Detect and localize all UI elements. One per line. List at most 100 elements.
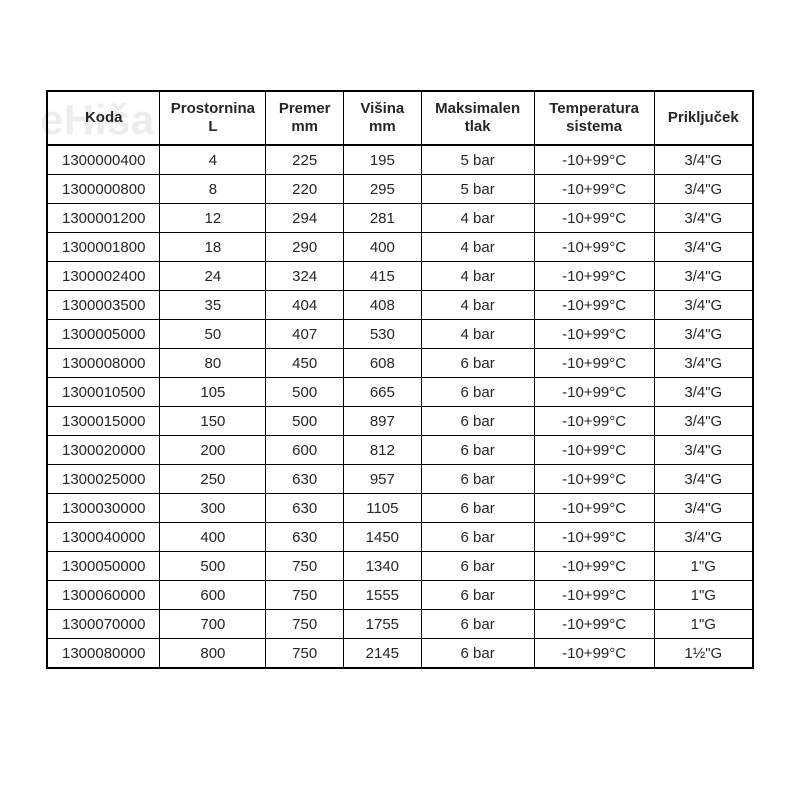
table-cell: 1300005000 xyxy=(47,320,160,349)
table-cell: -10+99°C xyxy=(534,233,654,262)
table-cell: 630 xyxy=(266,494,344,523)
table-cell: 408 xyxy=(344,291,422,320)
table-cell: 608 xyxy=(344,349,422,378)
table-cell: 1300030000 xyxy=(47,494,160,523)
table-cell: 404 xyxy=(266,291,344,320)
table-cell: 5 bar xyxy=(421,175,534,204)
table-cell: 300 xyxy=(160,494,266,523)
table-cell: 1300020000 xyxy=(47,436,160,465)
table-cell: 1½"G xyxy=(654,639,753,669)
table-cell: 3/4"G xyxy=(654,349,753,378)
table-cell: -10+99°C xyxy=(534,523,654,552)
table-cell: -10+99°C xyxy=(534,262,654,291)
table-cell: 6 bar xyxy=(421,523,534,552)
table-cell: 750 xyxy=(266,581,344,610)
table-cell: -10+99°C xyxy=(534,320,654,349)
table-cell: 3/4"G xyxy=(654,204,753,233)
table-cell: 812 xyxy=(344,436,422,465)
table-cell: 4 bar xyxy=(421,262,534,291)
table-cell: 1"G xyxy=(654,581,753,610)
table-cell: -10+99°C xyxy=(534,291,654,320)
table-cell: -10+99°C xyxy=(534,436,654,465)
table-row: 130000040042251955 bar-10+99°C3/4"G xyxy=(47,145,753,175)
table-cell: 3/4"G xyxy=(654,378,753,407)
table-cell: 500 xyxy=(266,378,344,407)
table-cell: 1340 xyxy=(344,552,422,581)
table-cell: -10+99°C xyxy=(534,407,654,436)
table-row: 130003000030063011056 bar-10+99°C3/4"G xyxy=(47,494,753,523)
table-cell: 1300001200 xyxy=(47,204,160,233)
table-cell: 400 xyxy=(344,233,422,262)
table-cell: 665 xyxy=(344,378,422,407)
table-cell: 6 bar xyxy=(421,610,534,639)
table-row: 13000150001505008976 bar-10+99°C3/4"G xyxy=(47,407,753,436)
table-cell: 750 xyxy=(266,639,344,669)
table-cell: 3/4"G xyxy=(654,320,753,349)
table-row: 13000105001055006656 bar-10+99°C3/4"G xyxy=(47,378,753,407)
table-cell: 407 xyxy=(266,320,344,349)
table-cell: 324 xyxy=(266,262,344,291)
table-cell: -10+99°C xyxy=(534,639,654,669)
table-row: 130005000050075013406 bar-10+99°C1"G xyxy=(47,552,753,581)
table-cell: 4 bar xyxy=(421,204,534,233)
table-cell: 1300070000 xyxy=(47,610,160,639)
col-header-2: Premermm xyxy=(266,91,344,145)
table-row: 130006000060075015556 bar-10+99°C1"G xyxy=(47,581,753,610)
spec-table-head: KodaProstorninaLPremermmVišinammMaksimal… xyxy=(47,91,753,145)
table-cell: 1300001800 xyxy=(47,233,160,262)
table-cell: 18 xyxy=(160,233,266,262)
table-cell: 530 xyxy=(344,320,422,349)
table-cell: 3/4"G xyxy=(654,436,753,465)
table-cell: 3/4"G xyxy=(654,291,753,320)
col-header-5: Temperaturasistema xyxy=(534,91,654,145)
table-cell: 6 bar xyxy=(421,494,534,523)
col-header-label: Koda xyxy=(48,109,159,127)
table-cell: 1300003500 xyxy=(47,291,160,320)
table-cell: -10+99°C xyxy=(534,175,654,204)
table-cell: 6 bar xyxy=(421,378,534,407)
table-cell: 6 bar xyxy=(421,465,534,494)
col-header-0: Koda xyxy=(47,91,160,145)
table-cell: 1"G xyxy=(654,610,753,639)
table-row: 1300002400243244154 bar-10+99°C3/4"G xyxy=(47,262,753,291)
table-cell: 957 xyxy=(344,465,422,494)
table-row: 130004000040063014506 bar-10+99°C3/4"G xyxy=(47,523,753,552)
table-cell: 1450 xyxy=(344,523,422,552)
table-cell: 1300050000 xyxy=(47,552,160,581)
col-header-1: ProstorninaL xyxy=(160,91,266,145)
table-cell: 250 xyxy=(160,465,266,494)
table-cell: 400 xyxy=(160,523,266,552)
table-row: 130008000080075021456 bar-10+99°C1½"G xyxy=(47,639,753,669)
table-cell: 35 xyxy=(160,291,266,320)
table-cell: 281 xyxy=(344,204,422,233)
table-cell: 294 xyxy=(266,204,344,233)
spec-table: KodaProstorninaLPremermmVišinammMaksimal… xyxy=(46,90,754,669)
table-row: 130000080082202955 bar-10+99°C3/4"G xyxy=(47,175,753,204)
table-cell: 1555 xyxy=(344,581,422,610)
table-cell: 6 bar xyxy=(421,552,534,581)
table-cell: 500 xyxy=(266,407,344,436)
col-header-label: Temperatura xyxy=(535,100,654,118)
col-header-label: Maksimalen xyxy=(422,100,534,118)
table-cell: 800 xyxy=(160,639,266,669)
table-cell: -10+99°C xyxy=(534,494,654,523)
table-cell: 5 bar xyxy=(421,145,534,175)
table-cell: -10+99°C xyxy=(534,610,654,639)
table-cell: 80 xyxy=(160,349,266,378)
table-row: 13000200002006008126 bar-10+99°C3/4"G xyxy=(47,436,753,465)
table-cell: 6 bar xyxy=(421,639,534,669)
table-cell: 4 bar xyxy=(421,320,534,349)
col-header-sub: mm xyxy=(266,118,343,136)
col-header-sub: L xyxy=(160,118,265,136)
table-cell: 600 xyxy=(266,436,344,465)
table-cell: 290 xyxy=(266,233,344,262)
table-row: 130007000070075017556 bar-10+99°C1"G xyxy=(47,610,753,639)
col-header-sub: tlak xyxy=(422,118,534,136)
table-cell: 4 bar xyxy=(421,233,534,262)
table-cell: 1300060000 xyxy=(47,581,160,610)
table-row: 1300003500354044084 bar-10+99°C3/4"G xyxy=(47,291,753,320)
table-cell: 630 xyxy=(266,523,344,552)
table-cell: 1755 xyxy=(344,610,422,639)
table-cell: -10+99°C xyxy=(534,145,654,175)
table-cell: 1300002400 xyxy=(47,262,160,291)
